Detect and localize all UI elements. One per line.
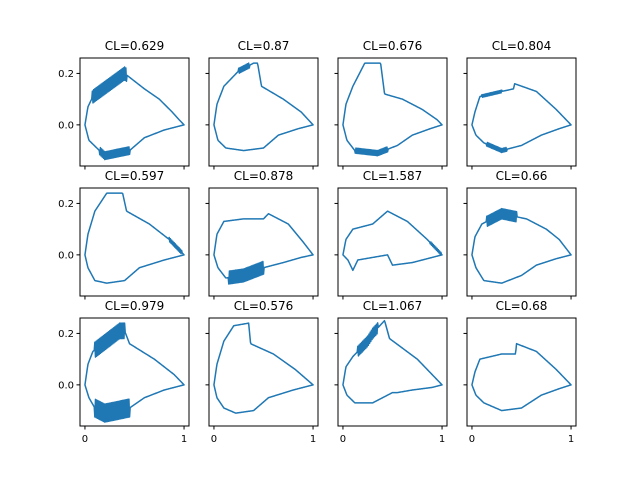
y-tick-label: 0.2 bbox=[58, 199, 74, 210]
airfoil-curve bbox=[84, 192, 185, 284]
subplot-title: CL=0.87 bbox=[238, 39, 290, 53]
subplot-title: CL=0.676 bbox=[363, 39, 422, 53]
subplot-11: 0 1 CL=1.067 bbox=[334, 299, 448, 445]
subplot-title: CL=0.804 bbox=[492, 39, 551, 53]
x-tick-label: 1 bbox=[568, 434, 574, 445]
subplot-10: 0 1 CL=0.576 bbox=[205, 299, 319, 445]
airfoil-curve bbox=[84, 322, 185, 423]
y-tick-label: 0.0 bbox=[58, 380, 74, 391]
x-tick-label: 1 bbox=[439, 434, 445, 445]
subplot-title: CL=0.576 bbox=[234, 299, 293, 313]
axes-frame bbox=[208, 187, 319, 297]
subplot-3: CL=0.676 bbox=[334, 39, 448, 170]
subplot-9: 0 1 0.0 0.2 CL=0.979 bbox=[58, 299, 190, 445]
subplot-title: CL=0.66 bbox=[496, 169, 548, 183]
airfoil-curve bbox=[471, 83, 572, 154]
subplot-title: CL=0.979 bbox=[105, 299, 164, 313]
subplot-title: CL=1.067 bbox=[363, 299, 422, 313]
y-tick-label: 0.0 bbox=[58, 250, 74, 261]
subplot-title: CL=1.587 bbox=[363, 169, 422, 183]
subplot-7: CL=1.587 bbox=[334, 169, 448, 300]
subplot-12: 0 1 CL=0.68 bbox=[463, 299, 577, 445]
airfoil-curve bbox=[213, 322, 314, 414]
airfoil-curve bbox=[213, 62, 314, 152]
x-tick-label: 0 bbox=[469, 434, 475, 445]
subplot-title: CL=0.597 bbox=[105, 169, 164, 183]
x-tick-label: 1 bbox=[310, 434, 316, 445]
y-tick-label: 0.2 bbox=[58, 329, 74, 340]
axes-frame bbox=[466, 57, 577, 167]
axes-frame bbox=[466, 187, 577, 297]
subplot-4: CL=0.804 bbox=[463, 39, 577, 170]
subplot-5: 0.0 0.2 CL=0.597 bbox=[58, 169, 190, 300]
y-tick-label: 0.0 bbox=[58, 120, 74, 131]
airfoil-curve bbox=[342, 210, 443, 272]
axes-frame bbox=[337, 187, 448, 297]
subplot-8: CL=0.66 bbox=[463, 169, 577, 300]
subplot-title: CL=0.878 bbox=[234, 169, 293, 183]
x-tick-label: 0 bbox=[82, 434, 88, 445]
y-tick-label: 0.2 bbox=[58, 69, 74, 80]
subplot-2: CL=0.87 bbox=[205, 39, 319, 170]
airfoil-curve bbox=[342, 319, 443, 404]
airfoil-curve bbox=[213, 212, 314, 285]
airfoil-curve bbox=[471, 207, 572, 284]
airfoil-curve bbox=[342, 62, 443, 157]
airfoil-curve bbox=[84, 66, 185, 161]
subplot-title: CL=0.68 bbox=[496, 299, 548, 313]
axes-frame bbox=[337, 317, 448, 427]
x-tick-label: 0 bbox=[211, 434, 217, 445]
subplot-1: 0.0 0.2 CL=0.629 bbox=[58, 39, 190, 170]
axes-frame bbox=[208, 317, 319, 427]
subplot-6: CL=0.878 bbox=[205, 169, 319, 300]
axes-frame bbox=[79, 317, 190, 427]
axes-frame bbox=[337, 57, 448, 167]
subplot-title: CL=0.629 bbox=[105, 39, 164, 53]
axes-frame bbox=[79, 187, 190, 297]
axes-frame bbox=[208, 57, 319, 167]
axes-frame bbox=[466, 317, 577, 427]
x-tick-label: 0 bbox=[340, 434, 346, 445]
x-tick-label: 1 bbox=[181, 434, 187, 445]
axes-frame bbox=[79, 57, 190, 167]
airfoil-curve bbox=[471, 342, 572, 412]
